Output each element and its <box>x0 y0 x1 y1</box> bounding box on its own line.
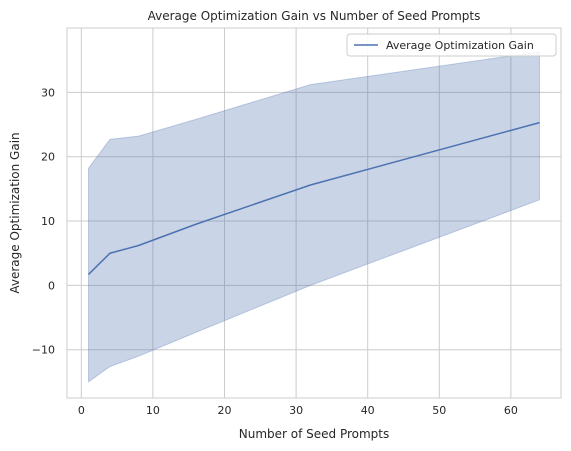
y-tick-label: 30 <box>41 86 55 99</box>
x-axis-label: Number of Seed Prompts <box>239 427 390 441</box>
plot-area <box>66 27 562 399</box>
x-tick-labels: 0 10 20 30 40 50 60 <box>78 404 518 417</box>
y-tick-labels: −10 0 10 20 30 <box>32 86 55 356</box>
chart-title: Average Optimization Gain vs Number of S… <box>148 9 481 23</box>
legend-label: Average Optimization Gain <box>386 39 534 52</box>
x-tick-label: 30 <box>289 404 303 417</box>
x-tick-label: 0 <box>78 404 85 417</box>
x-tick-label: 20 <box>218 404 232 417</box>
y-tick-label: 20 <box>41 151 55 164</box>
y-axis-label: Average Optimization Gain <box>8 132 22 293</box>
confidence-band <box>87 51 541 383</box>
grid <box>67 28 561 398</box>
x-tick-label: 50 <box>432 404 446 417</box>
series-line-layer <box>87 121 540 275</box>
x-tick-label: 10 <box>146 404 160 417</box>
legend: Average Optimization Gain <box>346 33 557 57</box>
series-line <box>87 121 540 275</box>
y-tick-label: 0 <box>48 279 55 292</box>
confidence-band-layer <box>87 51 541 383</box>
x-tick-label: 40 <box>361 404 375 417</box>
legend-box <box>346 33 557 57</box>
y-tick-label: −10 <box>32 344 55 357</box>
x-tick-label: 60 <box>504 404 518 417</box>
y-tick-label: 10 <box>41 215 55 228</box>
